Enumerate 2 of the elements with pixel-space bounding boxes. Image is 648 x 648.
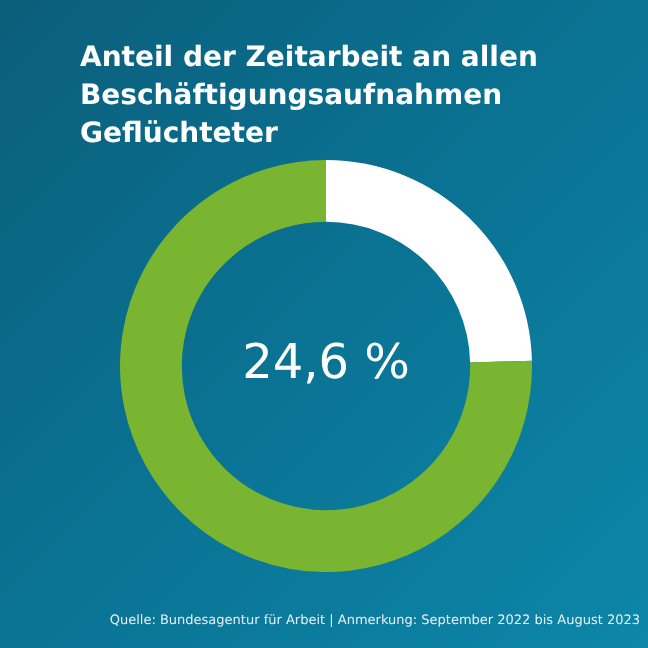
data-label: 24,6 % <box>242 334 410 391</box>
chart-title: Anteil der Zeitarbeit an allen Beschäftigungsaufnahmen Geflüchteter <box>80 40 540 154</box>
